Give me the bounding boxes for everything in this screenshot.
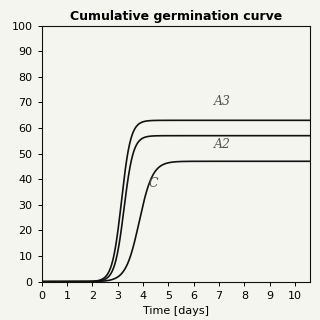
Text: A2: A2: [214, 139, 231, 151]
Text: A3: A3: [214, 95, 231, 108]
Text: C: C: [148, 177, 158, 190]
X-axis label: Time [days]: Time [days]: [143, 306, 209, 316]
Title: Cumulative germination curve: Cumulative germination curve: [70, 10, 282, 23]
